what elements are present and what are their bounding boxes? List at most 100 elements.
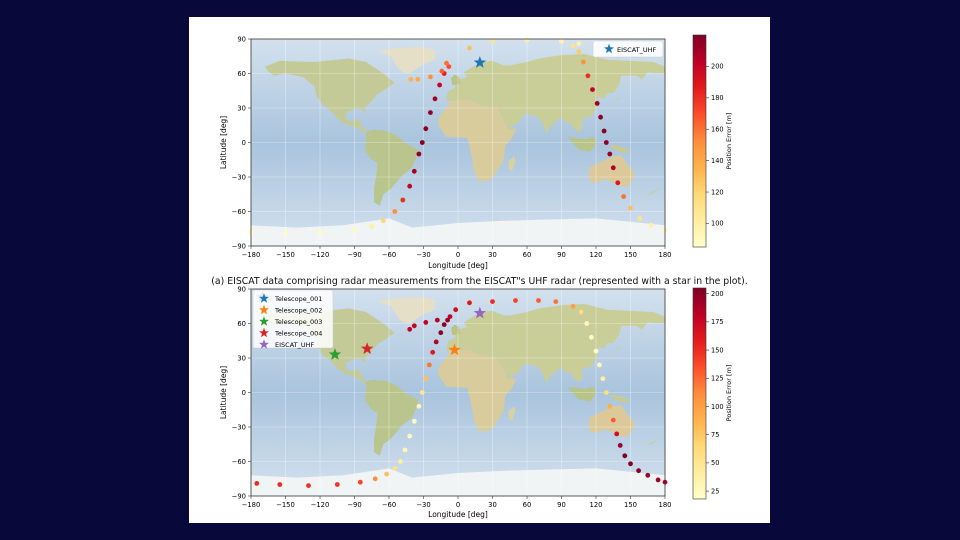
top-track-point: [446, 64, 452, 69]
bottom-y-axis-label: Latitude [deg]: [219, 366, 228, 419]
figure-caption: (a) EISCAT data comprising radar measure…: [211, 276, 747, 287]
bottom-colorbar-tick-label: 125: [711, 375, 724, 383]
bottom-colorbar-tick-label: 200: [711, 290, 724, 298]
bottom-station-Telescope_004: [360, 342, 374, 355]
top-colorbar-ticks: 100 120 140 160 180 200: [706, 63, 724, 228]
top-legend-star-EISCAT_UHF: [604, 43, 614, 54]
top-track-point: [490, 38, 495, 44]
top-axis-ticks: −180 −150 −120 −90 −60 −30 0 30 60 90 120 150 180 −90…: [232, 35, 672, 259]
bottom-track-point: [490, 299, 495, 304]
top-colorbar-tick-label: 180: [711, 94, 724, 102]
bottom-track-point: [407, 326, 413, 332]
top-track-point: [648, 222, 654, 228]
bottom-legend-label-Telescope_002: Telescope_002: [274, 307, 322, 315]
top-y-tick-label: −60: [232, 208, 246, 216]
top-track-point: [439, 68, 445, 74]
top-track-point: [576, 41, 582, 46]
bottom-track-point: [398, 459, 403, 464]
bottom-track-point: [636, 468, 641, 474]
top-y-tick-label: −90: [232, 242, 246, 250]
bottom-y-tick-label: 0: [242, 389, 246, 397]
bottom-track-point: [372, 476, 378, 482]
top-track-point: [352, 227, 357, 233]
top-track-point: [601, 128, 607, 134]
top-colorbar-tick-label: 120: [711, 188, 724, 196]
top-y-tick-label: 30: [237, 104, 246, 112]
bottom-track-point: [402, 447, 408, 453]
top-track-point: [603, 140, 609, 145]
bottom-track-point: [622, 453, 628, 459]
top-track-point: [283, 230, 288, 236]
top-x-tick-label: −120: [311, 251, 330, 259]
bottom-track-point: [434, 317, 440, 323]
bottom-x-tick-label: −120: [311, 501, 330, 509]
bottom-track-point: [589, 334, 594, 340]
bottom-legend-star-Telescope_004: [259, 327, 269, 338]
bottom-legend-star-Telescope_001: [259, 293, 269, 303]
bottom-legend-label-Telescope_001: Telescope_001: [274, 295, 322, 303]
bottom-track-point: [584, 321, 590, 326]
bottom-x-tick-label: 150: [624, 501, 637, 509]
top-x-tick-label: −60: [382, 251, 396, 259]
bottom-colorbar-tick-label: 100: [711, 403, 724, 411]
bottom-track-point: [603, 390, 609, 395]
bottom-track-point: [430, 349, 436, 355]
top-track-point: [380, 218, 386, 224]
bottom-track-point: [306, 483, 311, 488]
top-legend: EISCAT_UHF: [592, 40, 664, 58]
bottom-track-point: [617, 443, 623, 448]
top-track-point: [590, 87, 595, 92]
top-y-tick-label: 90: [237, 35, 246, 43]
bottom-x-tick-label: −30: [416, 501, 430, 509]
top-track-point: [400, 197, 406, 203]
top-x-tick-label: −90: [347, 251, 361, 259]
top-x-axis-label: Longitude [deg]: [428, 261, 488, 270]
bottom-colorbar-label: Position Error [m]: [725, 365, 733, 422]
bottom-track-point: [513, 298, 518, 303]
bottom-legend-star-Telescope_002: [259, 304, 269, 315]
top-track-point: [317, 229, 323, 235]
top-track-point: [437, 82, 442, 88]
top-track-point: [628, 205, 633, 211]
bottom-track-point: [419, 390, 425, 395]
top-track-point: [610, 165, 616, 171]
top-track-point: [428, 74, 433, 80]
top-track-point: [581, 59, 586, 65]
top-x-tick-label: 180: [659, 251, 672, 259]
bottom-y-tick-label: −60: [232, 458, 246, 466]
top-track-point: [369, 224, 375, 229]
top-track-point: [407, 183, 413, 189]
bottom-track-point: [445, 317, 450, 323]
top-track-point: [570, 43, 576, 49]
bottom-track-point: [433, 339, 439, 345]
top-track-point: [585, 73, 591, 79]
bottom-track-point: [423, 376, 429, 382]
bottom-colorbar-tick-label: 150: [711, 346, 724, 354]
bottom-track-point: [628, 461, 633, 467]
bottom-track-point: [254, 481, 260, 486]
top-track-point: [598, 114, 603, 120]
bottom-track-point: [570, 303, 576, 309]
top-track-point: [411, 168, 417, 174]
top-x-tick-label: −30: [416, 251, 430, 259]
bottom-legend-label-Telescope_004: Telescope_004: [274, 330, 322, 338]
top-track-point: [467, 45, 472, 51]
bottom-legend-box: [252, 289, 334, 349]
bottom-station-EISCAT_UHF: [473, 306, 487, 319]
top-colorbar-label: Position Error [m]: [725, 113, 733, 170]
top-track-point: [444, 60, 449, 66]
top-y-tick-label: 60: [237, 70, 246, 78]
bottom-colorbar-tick-label: 25: [711, 487, 719, 495]
bottom-colorbar-tick-label: 50: [711, 459, 719, 467]
bottom-y-tick-label: 60: [237, 320, 246, 328]
bottom-track-point: [578, 309, 584, 315]
bottom-track-point: [438, 330, 444, 336]
bottom-track-point: [416, 403, 422, 409]
bottom-track-point: [426, 362, 432, 368]
top-x-tick-label: 150: [624, 251, 637, 259]
top-track-point: [524, 37, 530, 43]
bottom-track-point: [600, 376, 606, 382]
bottom-track-point: [447, 314, 453, 319]
top-track-point: [576, 49, 582, 54]
top-track-point: [432, 96, 438, 102]
